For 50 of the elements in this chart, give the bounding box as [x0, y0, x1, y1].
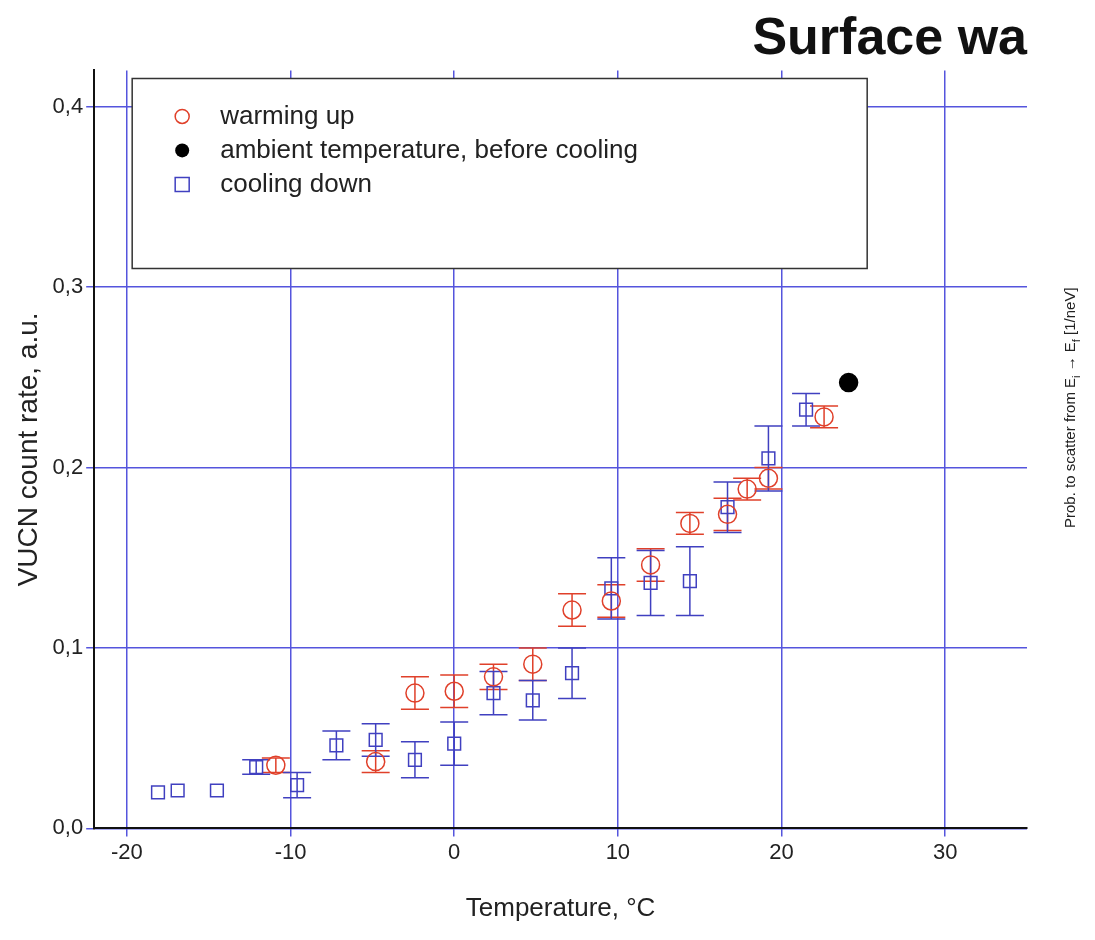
point: [523, 654, 543, 674]
point: [266, 755, 286, 775]
legend-label: cooling down: [220, 167, 372, 198]
y-axis-title: VUCN count rate, a.u.: [11, 312, 43, 587]
x-tick-label: -20: [111, 838, 143, 864]
point: [170, 783, 185, 798]
point: [682, 574, 697, 589]
point: [486, 685, 501, 701]
point: [447, 736, 462, 751]
point: [329, 738, 344, 753]
point: [483, 667, 504, 687]
point: [814, 407, 834, 427]
x-tick-label: 20: [769, 838, 794, 864]
point: [643, 575, 658, 591]
x-tick-label: -10: [274, 838, 307, 864]
point: [405, 683, 425, 703]
y-tick-label: 0,4: [52, 92, 84, 118]
y-tick-label: 0,2: [52, 453, 84, 479]
point: [761, 451, 776, 466]
point: [680, 513, 700, 534]
point: [150, 785, 166, 800]
point: [407, 752, 423, 767]
legend-label: ambient temperature, before cooling: [220, 133, 638, 164]
y-tick-label: 0,0: [52, 814, 84, 840]
point: [798, 402, 814, 417]
chart-title: Surface wa: [752, 6, 1029, 65]
point: [604, 581, 619, 596]
point: [838, 372, 859, 393]
point: [365, 751, 386, 772]
x-tick-label: 0: [448, 838, 461, 864]
x-axis-title: Temperature, °C: [465, 891, 656, 922]
legend-label: warming up: [219, 99, 355, 130]
point: [562, 600, 582, 620]
point: [564, 666, 580, 681]
x-tick-label: 10: [605, 838, 631, 864]
point: [640, 555, 661, 575]
point: [758, 468, 779, 489]
point: [525, 693, 540, 708]
y-tick-label: 0,1: [52, 633, 84, 659]
point: [444, 681, 464, 701]
point: [717, 504, 738, 525]
point: [209, 783, 225, 798]
point: [249, 759, 264, 775]
y-tick-label: 0,3: [52, 273, 84, 299]
point: [290, 777, 305, 793]
point: [601, 591, 622, 611]
point: [737, 479, 757, 499]
text: Prob. to scatter from Ei → Ef [1/neV]: [1061, 287, 1083, 528]
x-tick-label: 30: [932, 838, 958, 864]
point: [368, 732, 383, 748]
